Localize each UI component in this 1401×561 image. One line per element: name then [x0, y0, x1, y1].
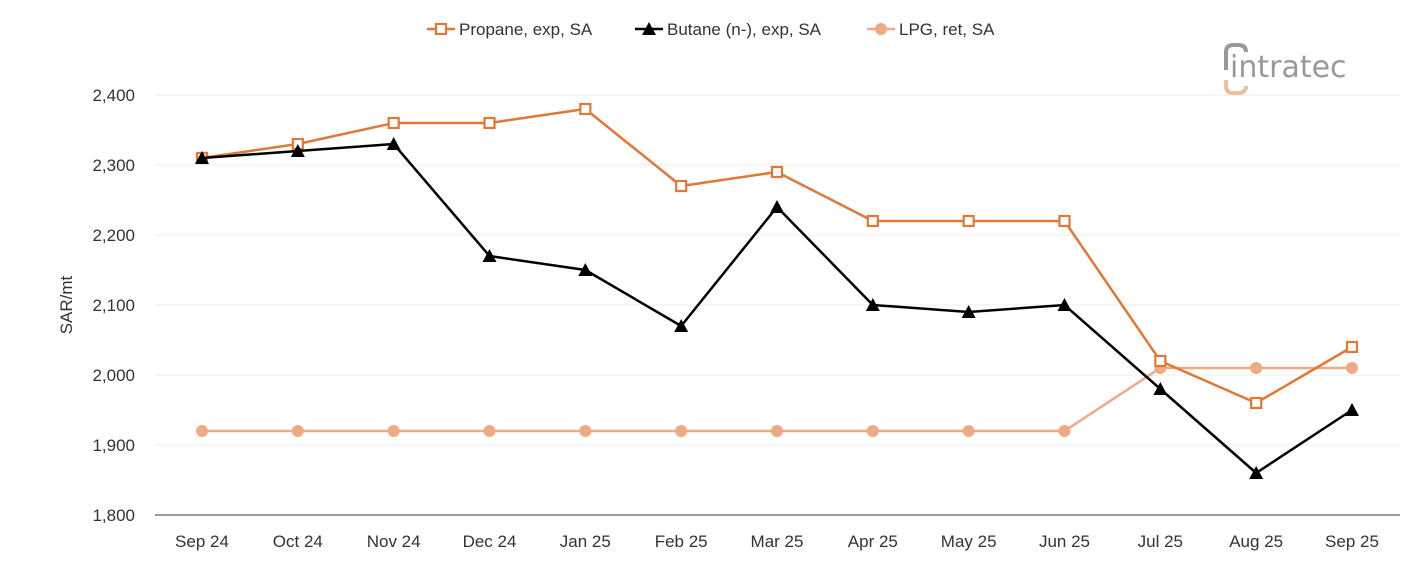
legend: Propane, exp, SA Butane (n-), exp, SA LPG,… [427, 20, 995, 39]
data-point [1345, 340, 1359, 354]
x-tick-label: May 25 [941, 532, 997, 551]
y-tick-label: 2,300 [92, 156, 135, 175]
legend-label: Butane (n-), exp, SA [667, 20, 822, 39]
y-tick-label: 2,100 [92, 296, 135, 315]
data-point [482, 249, 497, 262]
x-tick-label: Aug 25 [1229, 532, 1283, 551]
x-tick-label: Oct 24 [273, 532, 323, 551]
data-point [483, 425, 496, 437]
data-point [1250, 362, 1263, 374]
x-tick-label: Jan 25 [560, 532, 611, 551]
x-tick-label: Jun 25 [1039, 532, 1090, 551]
data-point [1058, 214, 1071, 228]
x-tick-label: Sep 25 [1325, 532, 1379, 551]
data-point [195, 151, 209, 164]
data-point [386, 137, 401, 150]
data-point [483, 116, 496, 130]
x-tick-label: Feb 25 [655, 532, 708, 551]
data-point [291, 425, 304, 437]
svg-text:intratec: intratec [1230, 50, 1347, 85]
y-tick-label: 2,000 [92, 366, 135, 385]
data-point [865, 298, 880, 311]
series-2 [196, 362, 1358, 437]
data-point [675, 179, 688, 193]
data-point [387, 425, 400, 437]
legend-label: Propane, exp, SA [459, 20, 593, 39]
x-tick-label: Jul 25 [1138, 532, 1183, 551]
data-point [579, 102, 592, 116]
series-line [201, 142, 1353, 475]
data-point [961, 305, 976, 318]
data-point [962, 214, 975, 228]
gridlines [155, 94, 1400, 516]
x-tick-label: Mar 25 [751, 532, 804, 551]
data-point [1058, 425, 1071, 437]
data-point [866, 214, 879, 228]
data-point [1153, 382, 1168, 395]
intratec-logo: intratec [1224, 43, 1347, 95]
data-point [1250, 396, 1263, 410]
x-tick-label: Apr 25 [848, 532, 898, 551]
y-tick-label: 1,800 [92, 506, 135, 525]
data-point [675, 425, 688, 437]
data-point [866, 425, 879, 437]
data-point [1154, 354, 1167, 368]
legend-item: LPG, ret, SA [867, 20, 995, 39]
data-point [770, 200, 784, 213]
data-point [1345, 403, 1359, 416]
series-line [202, 366, 1352, 433]
legend-label: LPG, ret, SA [899, 20, 995, 39]
legend-marker [642, 22, 656, 35]
series-0 [195, 102, 1359, 410]
series-1 [195, 137, 1359, 479]
x-axis: Sep 24 Oct 24 Nov 24 Dec 24 Jan 25 Feb 25 Mar … [175, 532, 1379, 551]
x-tick-label: Sep 24 [175, 532, 229, 551]
y-tick-label: 2,200 [92, 226, 135, 245]
data-point [290, 144, 305, 157]
data-point [770, 165, 784, 179]
x-tick-label: Dec 24 [463, 532, 517, 551]
data-point [1249, 466, 1264, 479]
data-point [1057, 298, 1072, 311]
y-axis: 1,800 1,900 2,000 2,100 2,200 2,300 2,400 [92, 86, 135, 525]
legend-marker [434, 22, 448, 36]
series-group [195, 102, 1359, 479]
legend-item: Butane (n-), exp, SA [635, 20, 822, 39]
data-point [578, 263, 593, 276]
data-point [579, 425, 592, 437]
data-point [962, 425, 975, 437]
data-point [771, 425, 783, 437]
data-point [196, 425, 208, 437]
legend-item: Propane, exp, SA [427, 20, 593, 39]
legend-marker [875, 23, 887, 35]
series-line [201, 107, 1353, 405]
y-tick-label: 1,900 [92, 436, 135, 455]
y-axis-label: SAR/mt [57, 275, 76, 334]
x-tick-label: Nov 24 [367, 532, 421, 551]
data-point [674, 319, 689, 332]
data-point [387, 116, 400, 130]
data-point [1346, 362, 1358, 374]
y-tick-label: 2,400 [92, 86, 135, 105]
